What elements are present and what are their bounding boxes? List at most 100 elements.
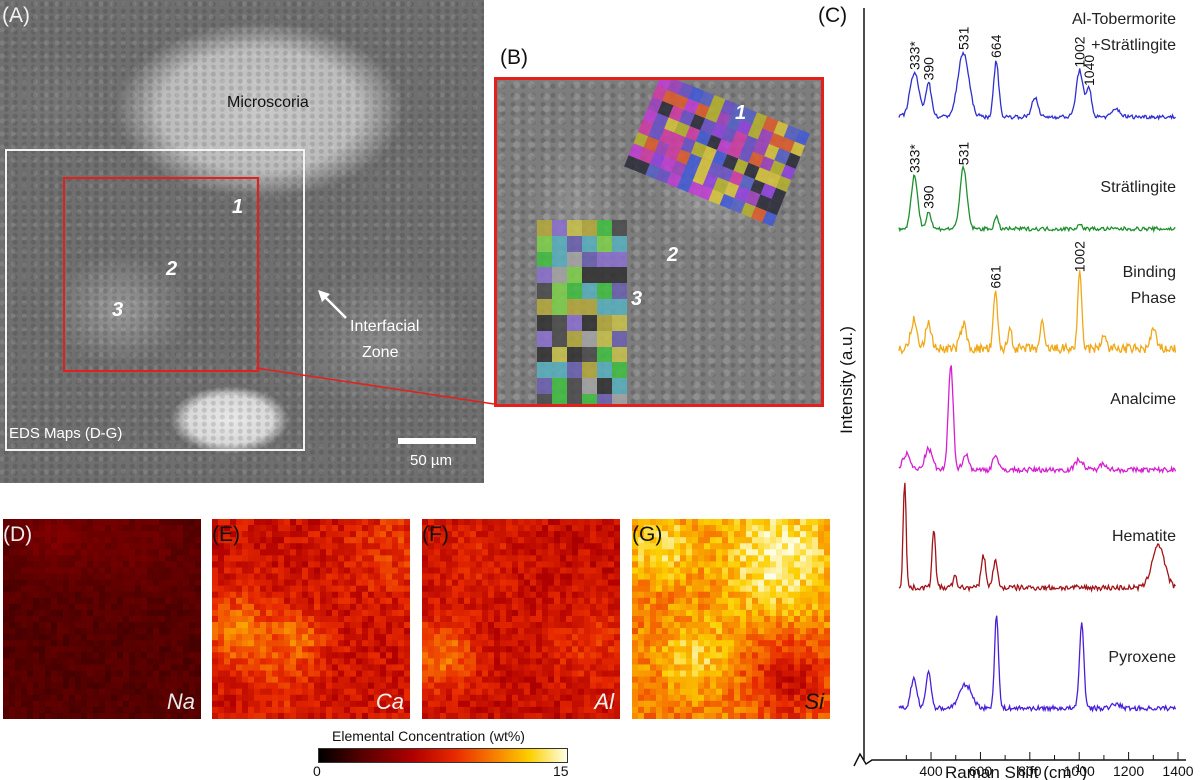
heatmap-cell — [117, 652, 124, 659]
heatmap-cell — [716, 664, 723, 672]
heatmap-cell — [566, 591, 573, 599]
heatmap-cell — [195, 634, 201, 641]
heatmap-cell — [668, 712, 675, 719]
heatmap-cell — [398, 573, 405, 581]
heatmap-cell — [812, 706, 819, 714]
heatmap-cell — [87, 585, 94, 593]
heatmap-cell — [57, 519, 64, 526]
heatmap-cell — [554, 658, 561, 666]
heatmap-cell — [320, 634, 327, 641]
heatmap-cell — [680, 634, 687, 641]
heatmap-cell — [392, 597, 399, 605]
heatmap-cell — [512, 519, 519, 526]
heatmap-cell — [560, 694, 567, 702]
heatmap-cell — [470, 597, 477, 605]
heatmap-cell — [296, 706, 303, 714]
heatmap-cell — [398, 682, 405, 690]
heatmap-cell — [674, 537, 681, 544]
heatmap-cell — [614, 676, 620, 684]
heatmap-cell — [602, 585, 609, 593]
heatmap-cell — [81, 700, 88, 708]
heatmap-cell — [794, 597, 801, 605]
heatmap-cell — [500, 682, 507, 690]
heatmap-cell — [326, 658, 333, 666]
heatmap-cell — [734, 597, 741, 605]
heatmap-cell — [153, 615, 160, 623]
heatmap-cell — [578, 615, 585, 623]
heatmap-cell — [326, 597, 333, 605]
heatmap-cell — [386, 694, 393, 702]
heatmap-cell — [123, 597, 130, 605]
heatmap-cell — [680, 543, 687, 550]
heatmap-cell — [129, 549, 136, 556]
heatmap-cell — [332, 525, 339, 532]
heatmap-cell — [93, 676, 100, 684]
heatmap-cell — [356, 652, 363, 659]
heatmap-cell — [680, 519, 687, 526]
heatmap-cell — [632, 615, 639, 623]
heatmap-cell — [236, 694, 243, 702]
heatmap-cell — [482, 525, 489, 532]
heatmap-cell — [386, 567, 393, 575]
heatmap-cell — [692, 603, 699, 611]
heatmap-cell — [153, 603, 160, 611]
heatmap-cell — [458, 670, 465, 678]
heatmap-cell — [260, 519, 267, 526]
heatmap-cell — [87, 561, 94, 569]
heatmap-cell — [740, 609, 747, 617]
heatmap-cell — [518, 652, 525, 659]
heatmap-cell — [572, 640, 579, 647]
heatmap-cell — [644, 694, 651, 702]
heatmap-cell — [578, 519, 585, 526]
heatmap-cell — [692, 585, 699, 593]
heatmap-cell — [123, 694, 130, 702]
heatmap-cell — [536, 573, 543, 581]
heatmap-cell — [39, 543, 46, 550]
heatmap-cell — [590, 579, 597, 587]
heatmap-cell — [500, 688, 507, 696]
heatmap-cell — [141, 670, 148, 678]
heatmap-cell — [740, 525, 747, 532]
heatmap-cell — [800, 579, 807, 587]
heatmap-cell — [15, 591, 22, 599]
heatmap-cell — [530, 519, 537, 526]
heatmap-cell — [752, 706, 759, 714]
heatmap-cell — [57, 543, 64, 550]
heatmap-cell — [458, 597, 465, 605]
heatmap-cell — [440, 646, 447, 653]
heatmap-cell — [794, 555, 801, 563]
heatmap-cell — [542, 700, 549, 708]
heatmap-cell — [398, 706, 405, 714]
heatmap-cell — [638, 706, 645, 714]
heatmap-cell — [272, 585, 279, 593]
heatmap-cell — [398, 628, 405, 635]
heatmap-cell — [494, 706, 501, 714]
heatmap-cell — [63, 688, 70, 696]
heatmap-cell — [452, 555, 459, 563]
heatmap-cell — [242, 543, 249, 550]
heatmap-cell — [15, 670, 22, 678]
heatmap-cell — [500, 543, 507, 550]
heatmap-cell — [111, 591, 118, 599]
heatmap-cell — [254, 658, 261, 666]
heatmap-cell — [15, 634, 22, 641]
heatmap-cell — [530, 628, 537, 635]
heatmap-cell — [380, 561, 387, 569]
heatmap-cell — [698, 585, 705, 593]
heatmap-cell — [147, 694, 154, 702]
heatmap-cell — [512, 682, 519, 690]
heatmap-cell — [45, 525, 52, 532]
heatmap-cell — [446, 688, 453, 696]
heatmap-cell — [806, 676, 813, 684]
heatmap-cell — [392, 682, 399, 690]
heatmap-cell — [512, 585, 519, 593]
heatmap-cell — [350, 585, 357, 593]
heatmap-cell — [482, 634, 489, 641]
heatmap-cell — [506, 573, 513, 581]
heatmap-cell — [560, 700, 567, 708]
heatmap-cell — [51, 615, 58, 623]
heatmap-cell — [668, 573, 675, 581]
heatmap-cell — [344, 622, 351, 629]
heatmap-cell — [452, 652, 459, 659]
heatmap-cell — [141, 525, 148, 532]
